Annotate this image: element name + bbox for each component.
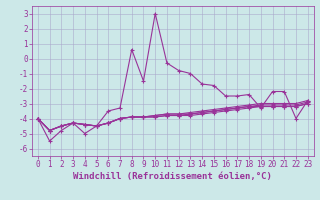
- X-axis label: Windchill (Refroidissement éolien,°C): Windchill (Refroidissement éolien,°C): [73, 172, 272, 181]
